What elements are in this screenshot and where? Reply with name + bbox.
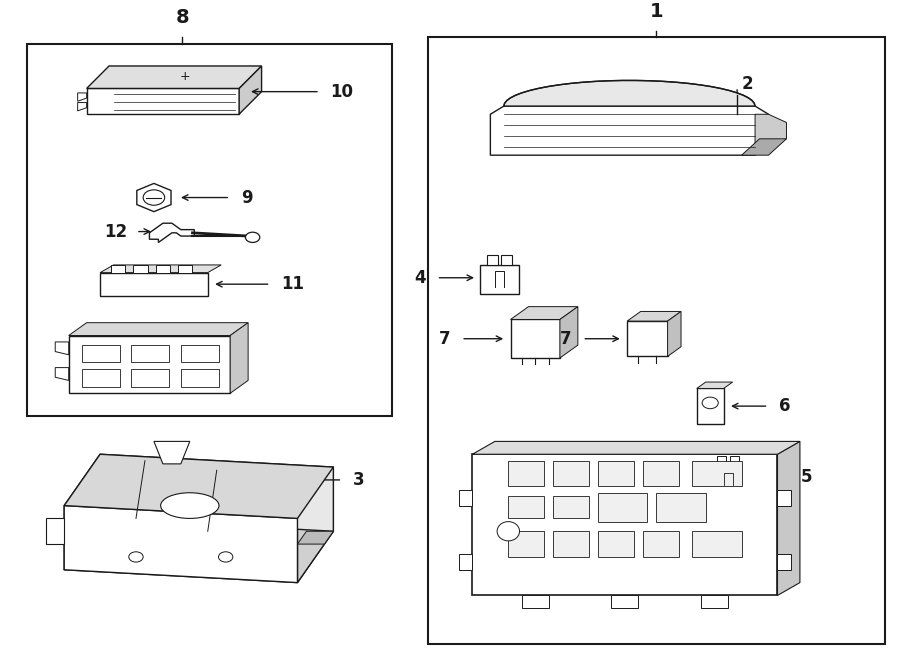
Polygon shape bbox=[64, 518, 333, 582]
Polygon shape bbox=[68, 323, 248, 336]
Bar bbox=[522, 596, 549, 608]
Bar bbox=[508, 461, 544, 486]
Text: 12: 12 bbox=[104, 223, 127, 241]
Bar bbox=[554, 531, 590, 557]
Text: +: + bbox=[180, 70, 191, 83]
Polygon shape bbox=[504, 81, 755, 106]
Bar bbox=[656, 492, 706, 522]
Polygon shape bbox=[64, 506, 298, 582]
Polygon shape bbox=[778, 442, 800, 596]
Polygon shape bbox=[230, 323, 248, 393]
Bar bbox=[697, 389, 724, 424]
Polygon shape bbox=[472, 454, 778, 596]
Text: 1: 1 bbox=[650, 2, 663, 21]
Polygon shape bbox=[491, 106, 769, 155]
Bar bbox=[598, 461, 634, 486]
Polygon shape bbox=[86, 66, 262, 89]
Text: 11: 11 bbox=[282, 275, 304, 293]
Bar bbox=[501, 255, 512, 265]
Circle shape bbox=[246, 232, 260, 243]
Bar bbox=[701, 596, 728, 608]
Polygon shape bbox=[742, 139, 787, 155]
Polygon shape bbox=[149, 223, 194, 243]
Polygon shape bbox=[100, 272, 208, 295]
Bar bbox=[554, 461, 590, 486]
Polygon shape bbox=[755, 114, 787, 155]
Bar bbox=[711, 463, 745, 490]
Bar bbox=[178, 265, 193, 272]
Bar bbox=[598, 492, 647, 522]
Polygon shape bbox=[100, 454, 333, 531]
Bar bbox=[487, 255, 498, 265]
Ellipse shape bbox=[160, 492, 219, 518]
Bar bbox=[131, 344, 169, 362]
Polygon shape bbox=[64, 454, 100, 570]
Polygon shape bbox=[778, 490, 791, 506]
Bar bbox=[627, 321, 668, 356]
Bar bbox=[181, 369, 219, 387]
Bar bbox=[428, 37, 886, 644]
Bar bbox=[181, 344, 219, 362]
Bar bbox=[643, 531, 679, 557]
Text: 6: 6 bbox=[779, 397, 791, 415]
Circle shape bbox=[702, 397, 718, 408]
Polygon shape bbox=[472, 442, 800, 454]
Bar bbox=[510, 319, 560, 358]
Polygon shape bbox=[86, 89, 239, 114]
Polygon shape bbox=[46, 518, 64, 544]
Ellipse shape bbox=[497, 522, 519, 541]
Bar bbox=[131, 369, 169, 387]
Polygon shape bbox=[154, 442, 190, 464]
Text: 8: 8 bbox=[176, 9, 189, 28]
Polygon shape bbox=[137, 183, 171, 212]
Text: 10: 10 bbox=[330, 83, 354, 100]
Bar bbox=[717, 455, 726, 463]
Bar bbox=[82, 369, 120, 387]
Bar bbox=[611, 596, 638, 608]
Polygon shape bbox=[298, 467, 333, 582]
Bar bbox=[598, 531, 634, 557]
Polygon shape bbox=[697, 382, 733, 389]
Polygon shape bbox=[778, 554, 791, 570]
Text: 5: 5 bbox=[801, 468, 813, 486]
Bar bbox=[730, 455, 739, 463]
Bar bbox=[692, 531, 742, 557]
Polygon shape bbox=[459, 554, 472, 570]
Text: 4: 4 bbox=[414, 269, 426, 287]
Bar bbox=[508, 496, 544, 518]
Polygon shape bbox=[459, 490, 472, 506]
Bar bbox=[26, 44, 392, 416]
Polygon shape bbox=[64, 454, 333, 518]
Text: 7: 7 bbox=[560, 330, 572, 348]
Bar bbox=[480, 265, 519, 293]
Polygon shape bbox=[55, 368, 68, 381]
Polygon shape bbox=[298, 531, 333, 544]
Circle shape bbox=[129, 552, 143, 562]
Bar bbox=[692, 461, 742, 486]
Text: 3: 3 bbox=[353, 471, 364, 489]
Text: 2: 2 bbox=[742, 75, 753, 93]
Polygon shape bbox=[668, 311, 681, 356]
Polygon shape bbox=[68, 336, 230, 393]
Circle shape bbox=[143, 190, 165, 205]
Polygon shape bbox=[560, 307, 578, 358]
Bar bbox=[156, 265, 170, 272]
Polygon shape bbox=[77, 93, 86, 101]
Text: 9: 9 bbox=[241, 188, 253, 206]
Polygon shape bbox=[100, 265, 221, 272]
Bar bbox=[643, 461, 679, 486]
Polygon shape bbox=[627, 311, 681, 321]
Polygon shape bbox=[510, 307, 578, 319]
Bar bbox=[82, 344, 120, 362]
Bar bbox=[111, 265, 125, 272]
Polygon shape bbox=[55, 342, 68, 355]
Text: 7: 7 bbox=[439, 330, 450, 348]
Circle shape bbox=[219, 552, 233, 562]
Bar bbox=[554, 496, 590, 518]
Polygon shape bbox=[77, 102, 86, 111]
Polygon shape bbox=[239, 66, 262, 114]
Bar bbox=[508, 531, 544, 557]
Bar bbox=[133, 265, 148, 272]
